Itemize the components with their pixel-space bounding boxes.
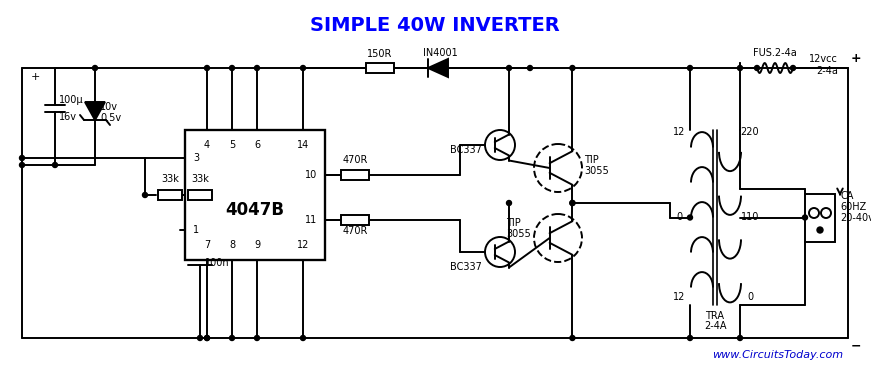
Text: 12: 12 bbox=[297, 240, 309, 250]
Text: TIP: TIP bbox=[506, 218, 521, 228]
Bar bbox=[188, 190, 212, 200]
Text: 12: 12 bbox=[672, 292, 685, 302]
Text: 9: 9 bbox=[254, 240, 260, 250]
Circle shape bbox=[570, 200, 575, 206]
Bar bbox=[366, 63, 394, 73]
Circle shape bbox=[229, 335, 234, 341]
Circle shape bbox=[300, 335, 306, 341]
Text: −: − bbox=[851, 340, 861, 353]
Circle shape bbox=[687, 65, 692, 71]
Text: 33k: 33k bbox=[191, 174, 209, 184]
Circle shape bbox=[198, 335, 202, 341]
Text: 14: 14 bbox=[297, 140, 309, 150]
Text: 3055: 3055 bbox=[584, 166, 609, 176]
Text: 16v: 16v bbox=[59, 112, 77, 122]
Circle shape bbox=[528, 65, 532, 71]
Circle shape bbox=[205, 335, 210, 341]
Text: +: + bbox=[30, 72, 40, 82]
Text: TIP: TIP bbox=[584, 155, 598, 165]
Text: TRA: TRA bbox=[706, 311, 725, 321]
Text: FUS.2-4a: FUS.2-4a bbox=[753, 48, 797, 58]
Text: 33k: 33k bbox=[161, 174, 179, 184]
Text: 100n: 100n bbox=[205, 258, 230, 268]
Text: 2-4A: 2-4A bbox=[704, 321, 726, 331]
Text: 2-4a: 2-4a bbox=[816, 66, 838, 76]
Circle shape bbox=[507, 65, 511, 71]
Text: +: + bbox=[851, 52, 861, 65]
Text: BC337: BC337 bbox=[450, 262, 482, 272]
Bar bbox=[185, 130, 325, 260]
Text: 0: 0 bbox=[747, 292, 753, 302]
Text: 10: 10 bbox=[305, 170, 317, 180]
Bar bbox=[805, 194, 835, 242]
Text: IN4001: IN4001 bbox=[422, 48, 457, 58]
Text: 0.5v: 0.5v bbox=[100, 113, 121, 123]
Text: 100μ: 100μ bbox=[59, 95, 84, 105]
Circle shape bbox=[507, 200, 511, 206]
Circle shape bbox=[254, 335, 260, 341]
Text: 2: 2 bbox=[193, 190, 199, 200]
Circle shape bbox=[570, 200, 575, 206]
Circle shape bbox=[570, 65, 575, 71]
Circle shape bbox=[19, 162, 24, 167]
Circle shape bbox=[143, 193, 147, 197]
Text: 3: 3 bbox=[193, 153, 199, 163]
Text: 7: 7 bbox=[204, 240, 210, 250]
Text: 20-40v: 20-40v bbox=[840, 213, 871, 223]
Text: 110: 110 bbox=[741, 212, 760, 223]
Text: 4047B: 4047B bbox=[226, 201, 285, 219]
Circle shape bbox=[754, 65, 760, 71]
Circle shape bbox=[205, 335, 210, 341]
Bar bbox=[341, 215, 369, 225]
Circle shape bbox=[570, 335, 575, 341]
Circle shape bbox=[52, 162, 57, 167]
Text: 11: 11 bbox=[305, 215, 317, 225]
Text: www.CircuitsToday.com: www.CircuitsToday.com bbox=[712, 350, 843, 360]
Text: 12: 12 bbox=[672, 127, 685, 137]
Text: 3055: 3055 bbox=[506, 229, 530, 239]
Circle shape bbox=[205, 65, 210, 71]
Bar bbox=[341, 170, 369, 180]
Text: 12vcc: 12vcc bbox=[809, 54, 838, 64]
Circle shape bbox=[92, 65, 98, 71]
Text: 220: 220 bbox=[740, 127, 760, 137]
Polygon shape bbox=[428, 59, 448, 77]
Circle shape bbox=[254, 65, 260, 71]
Text: 8: 8 bbox=[229, 240, 235, 250]
Circle shape bbox=[19, 156, 24, 161]
Text: 5: 5 bbox=[229, 140, 235, 150]
Circle shape bbox=[687, 335, 692, 341]
Text: 10v: 10v bbox=[100, 102, 118, 112]
Polygon shape bbox=[85, 102, 105, 120]
Text: 150R: 150R bbox=[368, 49, 393, 59]
Circle shape bbox=[738, 335, 742, 341]
Bar bbox=[158, 190, 182, 200]
Text: 4: 4 bbox=[204, 140, 210, 150]
Text: CA: CA bbox=[840, 191, 854, 201]
Text: 1: 1 bbox=[193, 225, 199, 235]
Circle shape bbox=[791, 65, 795, 71]
Text: 60HZ: 60HZ bbox=[840, 202, 867, 212]
Text: BC337: BC337 bbox=[450, 145, 482, 155]
Circle shape bbox=[229, 65, 234, 71]
Circle shape bbox=[300, 65, 306, 71]
Text: 0: 0 bbox=[676, 212, 682, 223]
Text: 470R: 470R bbox=[342, 226, 368, 236]
Circle shape bbox=[817, 227, 823, 233]
Circle shape bbox=[802, 215, 807, 220]
Text: SIMPLE 40W INVERTER: SIMPLE 40W INVERTER bbox=[310, 16, 560, 35]
Text: 6: 6 bbox=[254, 140, 260, 150]
Circle shape bbox=[687, 215, 692, 220]
Text: 470R: 470R bbox=[342, 155, 368, 165]
Circle shape bbox=[738, 65, 742, 71]
